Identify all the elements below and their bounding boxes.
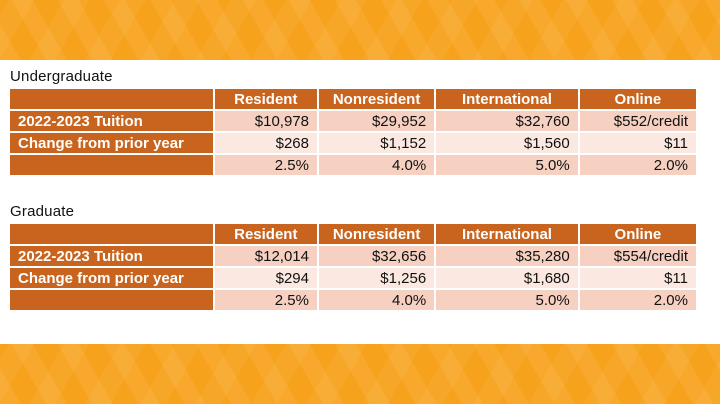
bottom-orange-band [0,344,720,404]
tuition-row: 2022-2023 Tuition $10,978 $29,952 $32,76… [10,111,696,131]
header-nonresident: Nonresident [319,89,435,109]
change-row: Change from prior year $268 $1,152 $1,56… [10,133,696,153]
percent-change-row: 2.5% 4.0% 5.0% 2.0% [10,155,696,175]
tuition-row: 2022-2023 Tuition $12,014 $32,656 $35,28… [10,246,696,266]
cell-international: $35,280 [436,246,578,266]
cell-nonresident: $1,152 [319,133,435,153]
header-resident: Resident [214,89,317,109]
row-label [10,155,213,175]
percent-change-row: 2.5% 4.0% 5.0% 2.0% [10,290,696,310]
row-label: Change from prior year [10,268,213,288]
cell-nonresident: $29,952 [319,111,435,131]
cell-online: 2.0% [579,290,696,310]
undergraduate-title: Undergraduate [10,68,113,85]
cell-resident: $12,014 [214,246,317,266]
row-label: Change from prior year [10,133,213,153]
header-corner-cell [10,89,213,109]
row-label [10,290,213,310]
cell-online: $552/credit [579,111,696,131]
cell-resident: $294 [214,268,317,288]
header-online: Online [579,224,696,244]
cell-international: 5.0% [436,155,578,175]
graduate-title: Graduate [10,203,75,220]
graduate-tuition-table: Resident Nonresident International Onlin… [8,222,698,312]
cell-online: $11 [579,268,696,288]
cell-international: 5.0% [436,290,578,310]
cell-resident: 2.5% [214,290,317,310]
row-label: 2022-2023 Tuition [10,111,213,131]
header-international: International [436,89,578,109]
cell-resident: $268 [214,133,317,153]
cell-international: $1,680 [436,268,578,288]
header-nonresident: Nonresident [319,224,435,244]
header-online: Online [579,89,696,109]
header-row: Resident Nonresident International Onlin… [10,89,696,109]
header-row: Resident Nonresident International Onlin… [10,224,696,244]
cell-nonresident: 4.0% [319,155,435,175]
cell-nonresident: 4.0% [319,290,435,310]
undergraduate-tuition-table: Resident Nonresident International Onlin… [8,87,698,177]
cell-international: $1,560 [436,133,578,153]
cell-online: $554/credit [579,246,696,266]
cell-international: $32,760 [436,111,578,131]
header-corner-cell [10,224,213,244]
top-orange-band [0,0,720,60]
cell-resident: 2.5% [214,155,317,175]
change-row: Change from prior year $294 $1,256 $1,68… [10,268,696,288]
row-label: 2022-2023 Tuition [10,246,213,266]
header-resident: Resident [214,224,317,244]
cell-nonresident: $1,256 [319,268,435,288]
cell-nonresident: $32,656 [319,246,435,266]
header-international: International [436,224,578,244]
cell-online: 2.0% [579,155,696,175]
cell-resident: $10,978 [214,111,317,131]
cell-online: $11 [579,133,696,153]
